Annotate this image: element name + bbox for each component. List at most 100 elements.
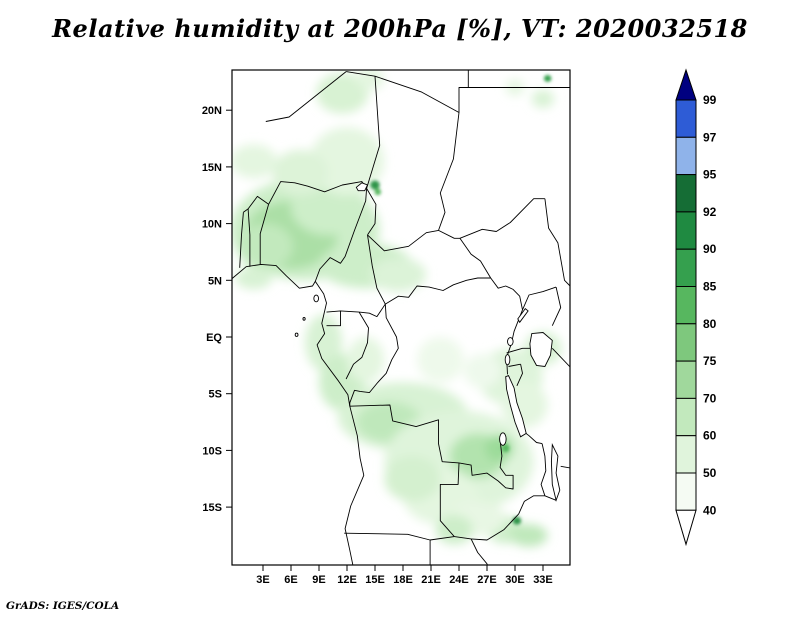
colorbar: 99 97 95 92 90 85 80 75 70 60 50 40 (675, 68, 717, 547)
lake-outline (507, 337, 514, 346)
x-axis-tick-label: 27E (477, 574, 497, 586)
lake-outline (355, 182, 369, 192)
humidity-shade-patch (235, 266, 273, 290)
country-border (385, 277, 491, 305)
map-frame (231, 69, 571, 566)
country-border (508, 363, 521, 367)
country-border (314, 188, 368, 282)
island-outline (294, 332, 299, 337)
country-border (374, 75, 460, 113)
country-border (490, 277, 523, 375)
x-axis-tick-label: 21E (421, 574, 441, 586)
colorbar-level-label: 70 (703, 391, 717, 405)
x-axis-tick-label: 18E (393, 574, 413, 586)
country-border (540, 443, 547, 496)
country-border (438, 229, 492, 279)
country-border (471, 513, 520, 541)
colorbar-segment (675, 360, 697, 399)
humidity-shade-maximum (543, 75, 552, 82)
humidity-shade-patch (356, 70, 385, 90)
country-border (265, 71, 347, 122)
colorbar-level-label: 75 (703, 354, 717, 368)
country-border (232, 263, 365, 565)
colorbar-segment (675, 397, 697, 437)
y-axis-tick-label: 20N (202, 105, 222, 117)
country-border (344, 532, 455, 541)
humidity-shade-patch (416, 337, 464, 383)
lake-outline (517, 307, 529, 324)
humidity-shade-patch (435, 515, 473, 545)
colorbar-level-label: 40 (703, 503, 717, 517)
country-border (551, 287, 562, 326)
country-border (247, 208, 251, 267)
lake-outline (499, 432, 507, 446)
humidity-shade-maximum (370, 180, 380, 190)
country-border (268, 181, 367, 205)
country-border (349, 304, 399, 407)
humidity-shade-maximum (512, 516, 522, 525)
country-border (544, 198, 570, 287)
country-border (438, 112, 460, 231)
x-axis-tick-label: 30E (505, 574, 525, 586)
colorbar-level-label: 99 (703, 93, 717, 107)
country-border (560, 465, 570, 469)
colorbar-level-label: 92 (703, 205, 717, 219)
x-axis-tick-label: 6E (284, 574, 297, 586)
x-axis-tick-label: 9E (312, 574, 325, 586)
axes-layer: 3E 6E 9E 12E 15E 18E 21E 24E 27E 30E 33E 20N 15N 10N 5… (202, 105, 553, 586)
country-border (470, 538, 488, 565)
lake-outline (505, 375, 527, 438)
country-border (506, 347, 523, 354)
humidity-shade-patch (316, 72, 369, 114)
colorbar-segment (675, 435, 697, 474)
y-axis-tick-label: 15S (202, 502, 222, 514)
country-border (259, 204, 270, 265)
country-borders-layer (232, 70, 570, 565)
x-axis-tick-label: 24E (449, 574, 469, 586)
country-border (345, 311, 369, 380)
humidity-shading-layer (232, 70, 562, 547)
country-border (326, 310, 341, 327)
humidity-shade-patch (531, 89, 555, 108)
colorbar-segment (675, 211, 697, 250)
colorbar-level-label: 80 (703, 317, 717, 331)
country-border (518, 495, 557, 515)
country-border (367, 229, 439, 252)
island-outline (313, 294, 319, 303)
colorbar-segment (675, 286, 697, 325)
colorbar-arrow-bottom (675, 509, 697, 547)
country-border (516, 364, 523, 386)
country-border (366, 188, 377, 236)
colorbar-segment (675, 174, 697, 213)
humidity-shade-patch (309, 127, 385, 196)
colorbar-level-label: 90 (703, 242, 717, 256)
grads-credit: GrADS: IGES/COLA (6, 600, 120, 612)
country-border (239, 212, 244, 268)
colorbar-level-label: 97 (703, 130, 717, 144)
colorbar-level-label: 50 (703, 466, 717, 480)
y-axis-tick-label: 15N (202, 162, 222, 174)
country-border (346, 71, 376, 77)
y-axis-tick-label: 5N (208, 275, 222, 287)
colorbar-level-label: 95 (703, 168, 717, 182)
lake-outline (529, 332, 553, 367)
lake-outline (504, 354, 511, 366)
y-axis-tick-label: EQ (206, 332, 222, 344)
colorbar-segment (675, 99, 697, 138)
lake-outline (550, 442, 561, 502)
colorbar-segment (675, 136, 697, 176)
country-border (458, 440, 514, 490)
humidity-shade-patch (370, 257, 427, 292)
humidity-shade-maximum (501, 444, 510, 453)
colorbar-arrow-top (675, 68, 697, 101)
island-outline (302, 317, 306, 321)
y-axis-tick-label: 10N (202, 219, 222, 231)
humidity-shade-patch (272, 149, 329, 196)
colorbar-segment (675, 323, 697, 362)
colorbar-level-label: 60 (703, 429, 717, 443)
country-border (366, 76, 381, 189)
humidity-shade-patch (232, 144, 277, 179)
y-axis-tick-label: 5S (209, 389, 222, 401)
